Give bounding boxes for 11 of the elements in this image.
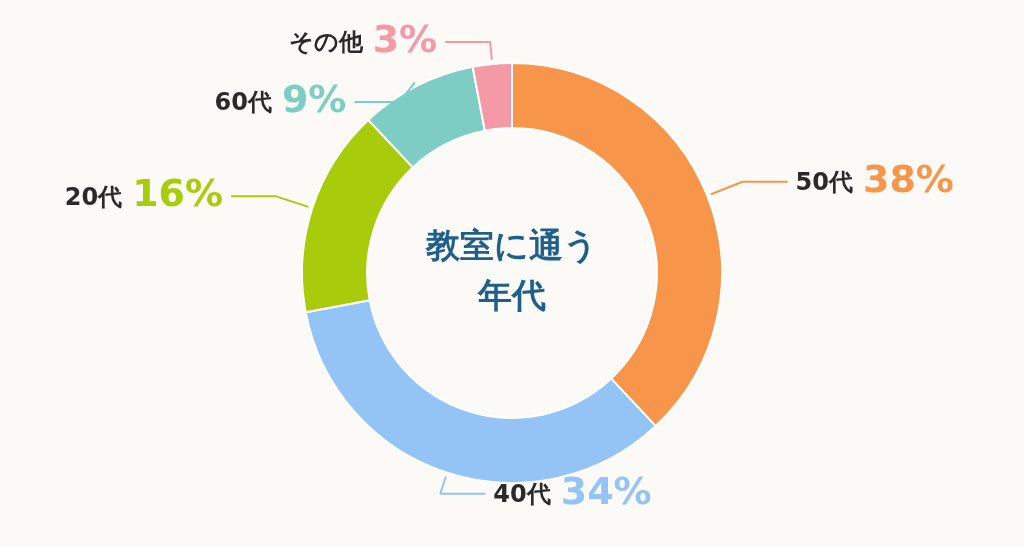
data-label: 38% [862, 156, 954, 201]
data-label: 34% [560, 468, 652, 513]
data-label: 9% [281, 76, 347, 121]
slice-label: 60代 [214, 88, 272, 117]
slice-label: 40代 [493, 479, 551, 508]
data-label: 3% [372, 16, 438, 61]
slice-label: 50代 [795, 167, 853, 196]
slice-label: その他 [288, 28, 364, 57]
data-label: 16% [132, 171, 224, 216]
slice-label: 20代 [64, 182, 123, 211]
text: 教室に通う年代 [425, 224, 598, 315]
